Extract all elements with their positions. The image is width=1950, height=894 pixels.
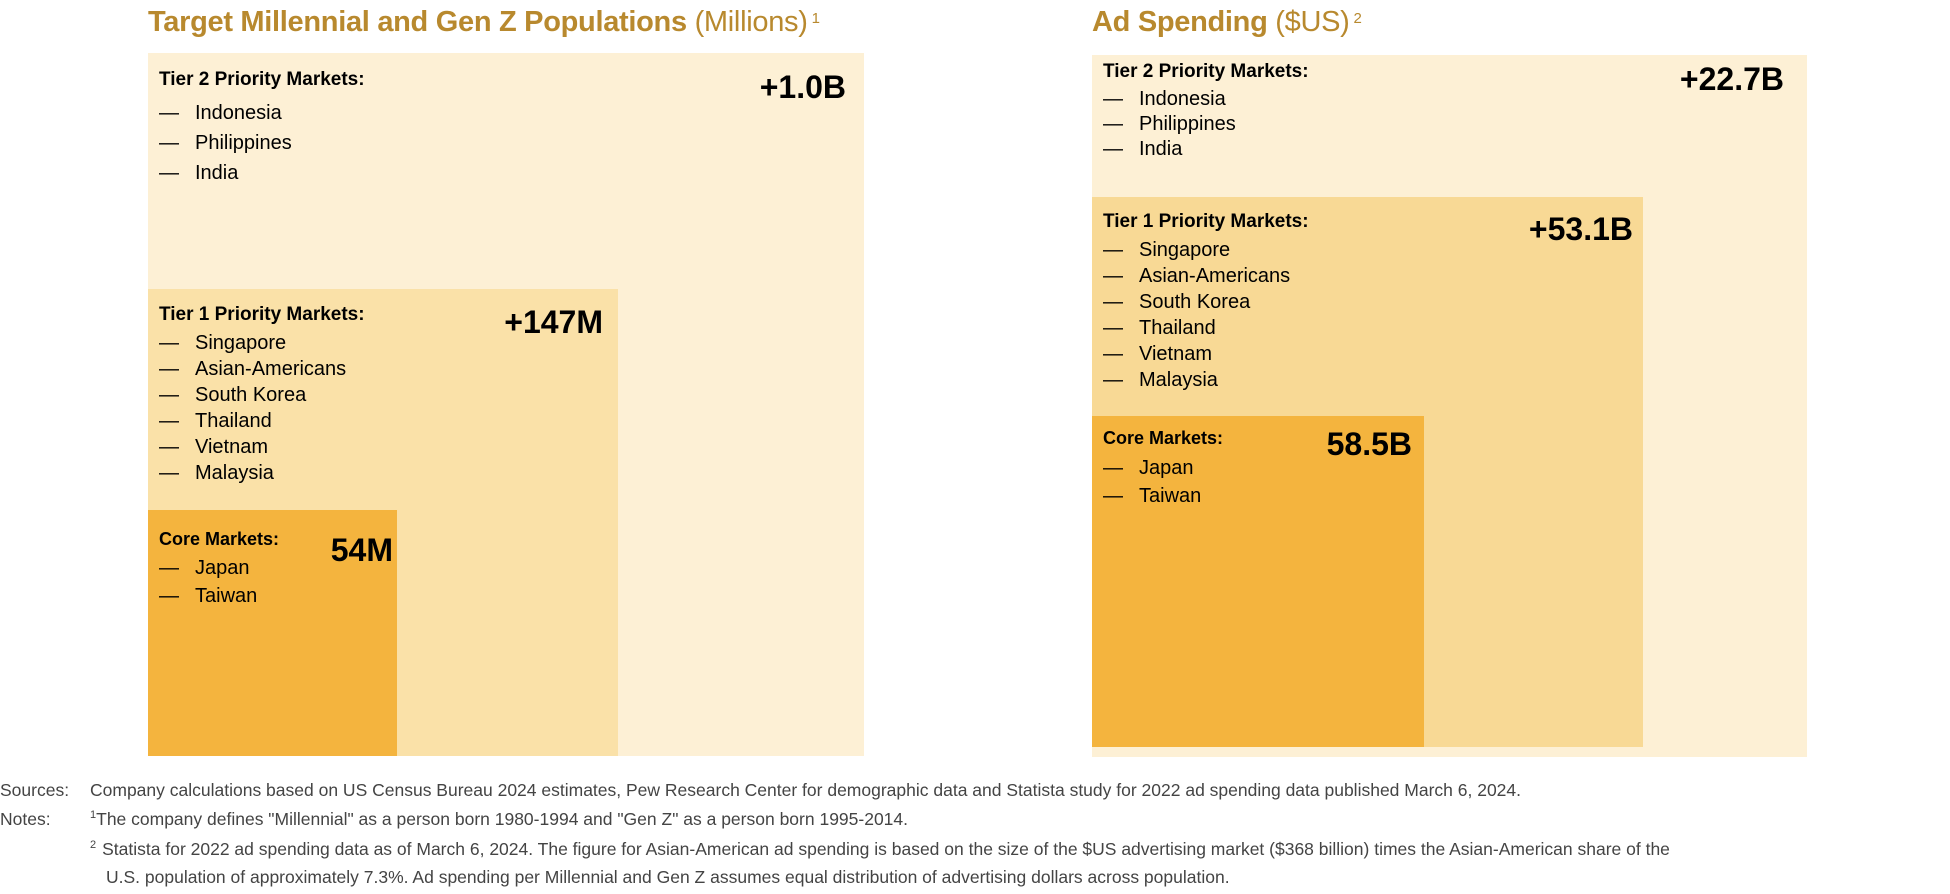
list-item: — Indonesia xyxy=(159,102,282,124)
list-item: — Singapore xyxy=(1103,239,1231,261)
tier1-header: Tier 1 Priority Markets: xyxy=(159,304,365,325)
tier2-value: +22.7B xyxy=(1679,61,1784,97)
list-item: — Philippines xyxy=(159,132,292,154)
core-header: Core Markets: xyxy=(1103,428,1224,448)
list-item: — Malaysia xyxy=(1103,369,1218,391)
tier2-list: — Indonesia — Philippines — India xyxy=(159,98,292,188)
tier2-list: — Indonesia — Philippines — India xyxy=(1103,87,1236,162)
tier1-value: +147M xyxy=(504,304,603,340)
sources-note: Sources: Company calculations based on US… xyxy=(0,780,1522,800)
list-item: — India xyxy=(159,162,239,184)
tier2-header: Tier 2 Priority Markets: xyxy=(159,69,365,90)
list-item: — South Korea xyxy=(1103,291,1251,313)
ad-spending-chart-title: Ad Spending ($US) 2 xyxy=(1092,6,1362,38)
list-item: — Taiwan xyxy=(1103,485,1202,507)
list-item: — South Korea xyxy=(159,384,307,406)
core-value: 54M xyxy=(330,532,393,568)
tier1-list: — Singapore — Asian-Americans — South Korea… xyxy=(1103,237,1290,393)
list-item: — Vietnam xyxy=(1103,343,1213,365)
right-core-box: Core Markets: 58.5B — Japan — Taiwan xyxy=(1092,416,1424,747)
core-list: — Japan — Taiwan xyxy=(1103,454,1201,510)
core-value: 58.5B xyxy=(1326,426,1412,462)
core-header: Core Markets: xyxy=(159,529,280,549)
tier1-list: — Singapore — Asian-Americans — South Korea… xyxy=(159,330,346,486)
list-item: — Taiwan xyxy=(159,585,258,607)
list-item: — Asian-Americans xyxy=(159,358,347,380)
tier1-header: Tier 1 Priority Markets: xyxy=(1103,211,1309,232)
core-list: — Japan — Taiwan xyxy=(159,554,257,610)
list-item: — Asian-Americans xyxy=(1103,265,1291,287)
left-core-box: Core Markets: 54M — Japan — Taiwan xyxy=(148,510,397,756)
note-1: Notes: 1The company defines "Millennial" … xyxy=(0,809,909,829)
tier2-value: +1.0B xyxy=(759,69,846,105)
list-item: — Singapore xyxy=(159,332,287,354)
note-2-continued: U.S. population of approximately 7.3%. A… xyxy=(106,867,1230,887)
note-2: 2 Statista for 2022 ad spending data as o… xyxy=(90,839,1670,859)
list-item: — Malaysia xyxy=(159,462,274,484)
list-item: — Philippines xyxy=(1103,113,1236,135)
list-item: — Thailand xyxy=(159,410,272,432)
population-chart-title: Target Millennial and Gen Z Populations … xyxy=(148,6,820,38)
list-item: — Vietnam xyxy=(159,436,269,458)
tier2-header: Tier 2 Priority Markets: xyxy=(1103,61,1309,82)
tier1-value: +53.1B xyxy=(1528,211,1633,247)
list-item: — Japan xyxy=(159,557,250,579)
list-item: — Japan xyxy=(1103,457,1194,479)
list-item: — Indonesia xyxy=(1103,88,1226,110)
list-item: — India xyxy=(1103,138,1183,160)
list-item: — Thailand xyxy=(1103,317,1216,339)
